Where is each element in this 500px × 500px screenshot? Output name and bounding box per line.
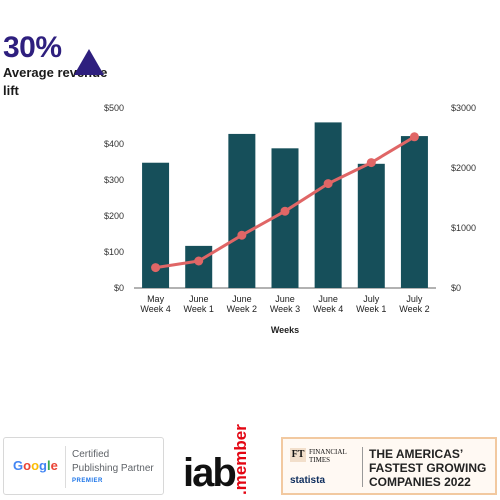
line-point	[194, 256, 204, 266]
x-tick-label: June Week 3	[270, 294, 300, 314]
y-left-tick-label: $200	[104, 211, 124, 221]
google-badge-line1: Certified	[72, 449, 110, 460]
iab-logo: iab	[183, 451, 237, 495]
line-point	[151, 263, 161, 273]
x-tick-label: June Week 4	[313, 294, 343, 314]
y-left-tick-label: $0	[114, 283, 124, 293]
bar	[228, 133, 256, 288]
x-tick-label: June Week 1	[184, 294, 214, 314]
bar	[271, 148, 299, 288]
google-certified-badge: Google Certified Publishing Partner PREM…	[3, 437, 164, 495]
bar	[357, 163, 385, 288]
line-point	[237, 230, 247, 240]
google-badge-line3: PREMIER	[72, 478, 103, 484]
badge-divider	[362, 447, 363, 487]
y-right-tick-label: $3000	[451, 103, 476, 113]
iab-member-badge: iab .member	[183, 424, 263, 497]
x-tick-label: July Week 2	[399, 294, 429, 314]
y-right-tick-label: $1000	[451, 223, 476, 233]
bar	[400, 136, 428, 288]
y-left-tick-label: $500	[104, 103, 124, 113]
kpi-value: 30%	[3, 31, 62, 64]
bar	[314, 122, 342, 289]
y-right-tick-label: $2000	[451, 163, 476, 173]
line-point	[280, 206, 290, 216]
y-left-tick-label: $100	[104, 247, 124, 257]
x-tick-label: July Week 1	[356, 294, 386, 314]
ft-headline-2: FASTEST GROWING	[369, 461, 487, 475]
line-point	[323, 179, 333, 189]
bar	[185, 245, 213, 288]
y-left-tick-label: $400	[104, 139, 124, 149]
ft-headline-1: THE AMERICAS’	[369, 447, 464, 461]
line-point	[409, 132, 419, 142]
google-logo: Google	[13, 458, 58, 473]
ft-fastest-growing-badge: FT FINANCIAL TIMES statista THE AMERICAS…	[281, 437, 497, 495]
revenue-chart: $0 $100 $200 $300 $400 $500 $0 $1000 $2000 $3000 M…	[104, 103, 476, 335]
ft-line1: FINANCIAL	[309, 448, 347, 456]
y-right-tick-label: $0	[451, 283, 461, 293]
iab-member-text: .member	[231, 424, 250, 495]
ft-headline-3: COMPANIES 2022	[369, 475, 471, 489]
ft-line2: TIMES	[309, 456, 330, 464]
x-tick-label: June Week 2	[227, 294, 257, 314]
badge-divider	[65, 446, 66, 488]
line-point	[366, 158, 376, 168]
up-triangle-icon	[74, 49, 104, 75]
x-axis-title: Weeks	[271, 325, 299, 335]
ft-logo: FT	[290, 448, 306, 462]
google-badge-line2: Publishing Partner	[72, 463, 154, 474]
statista-logo: statista	[290, 475, 326, 486]
x-tick-label: May Week 4	[140, 294, 170, 314]
y-left-tick-label: $300	[104, 175, 124, 185]
